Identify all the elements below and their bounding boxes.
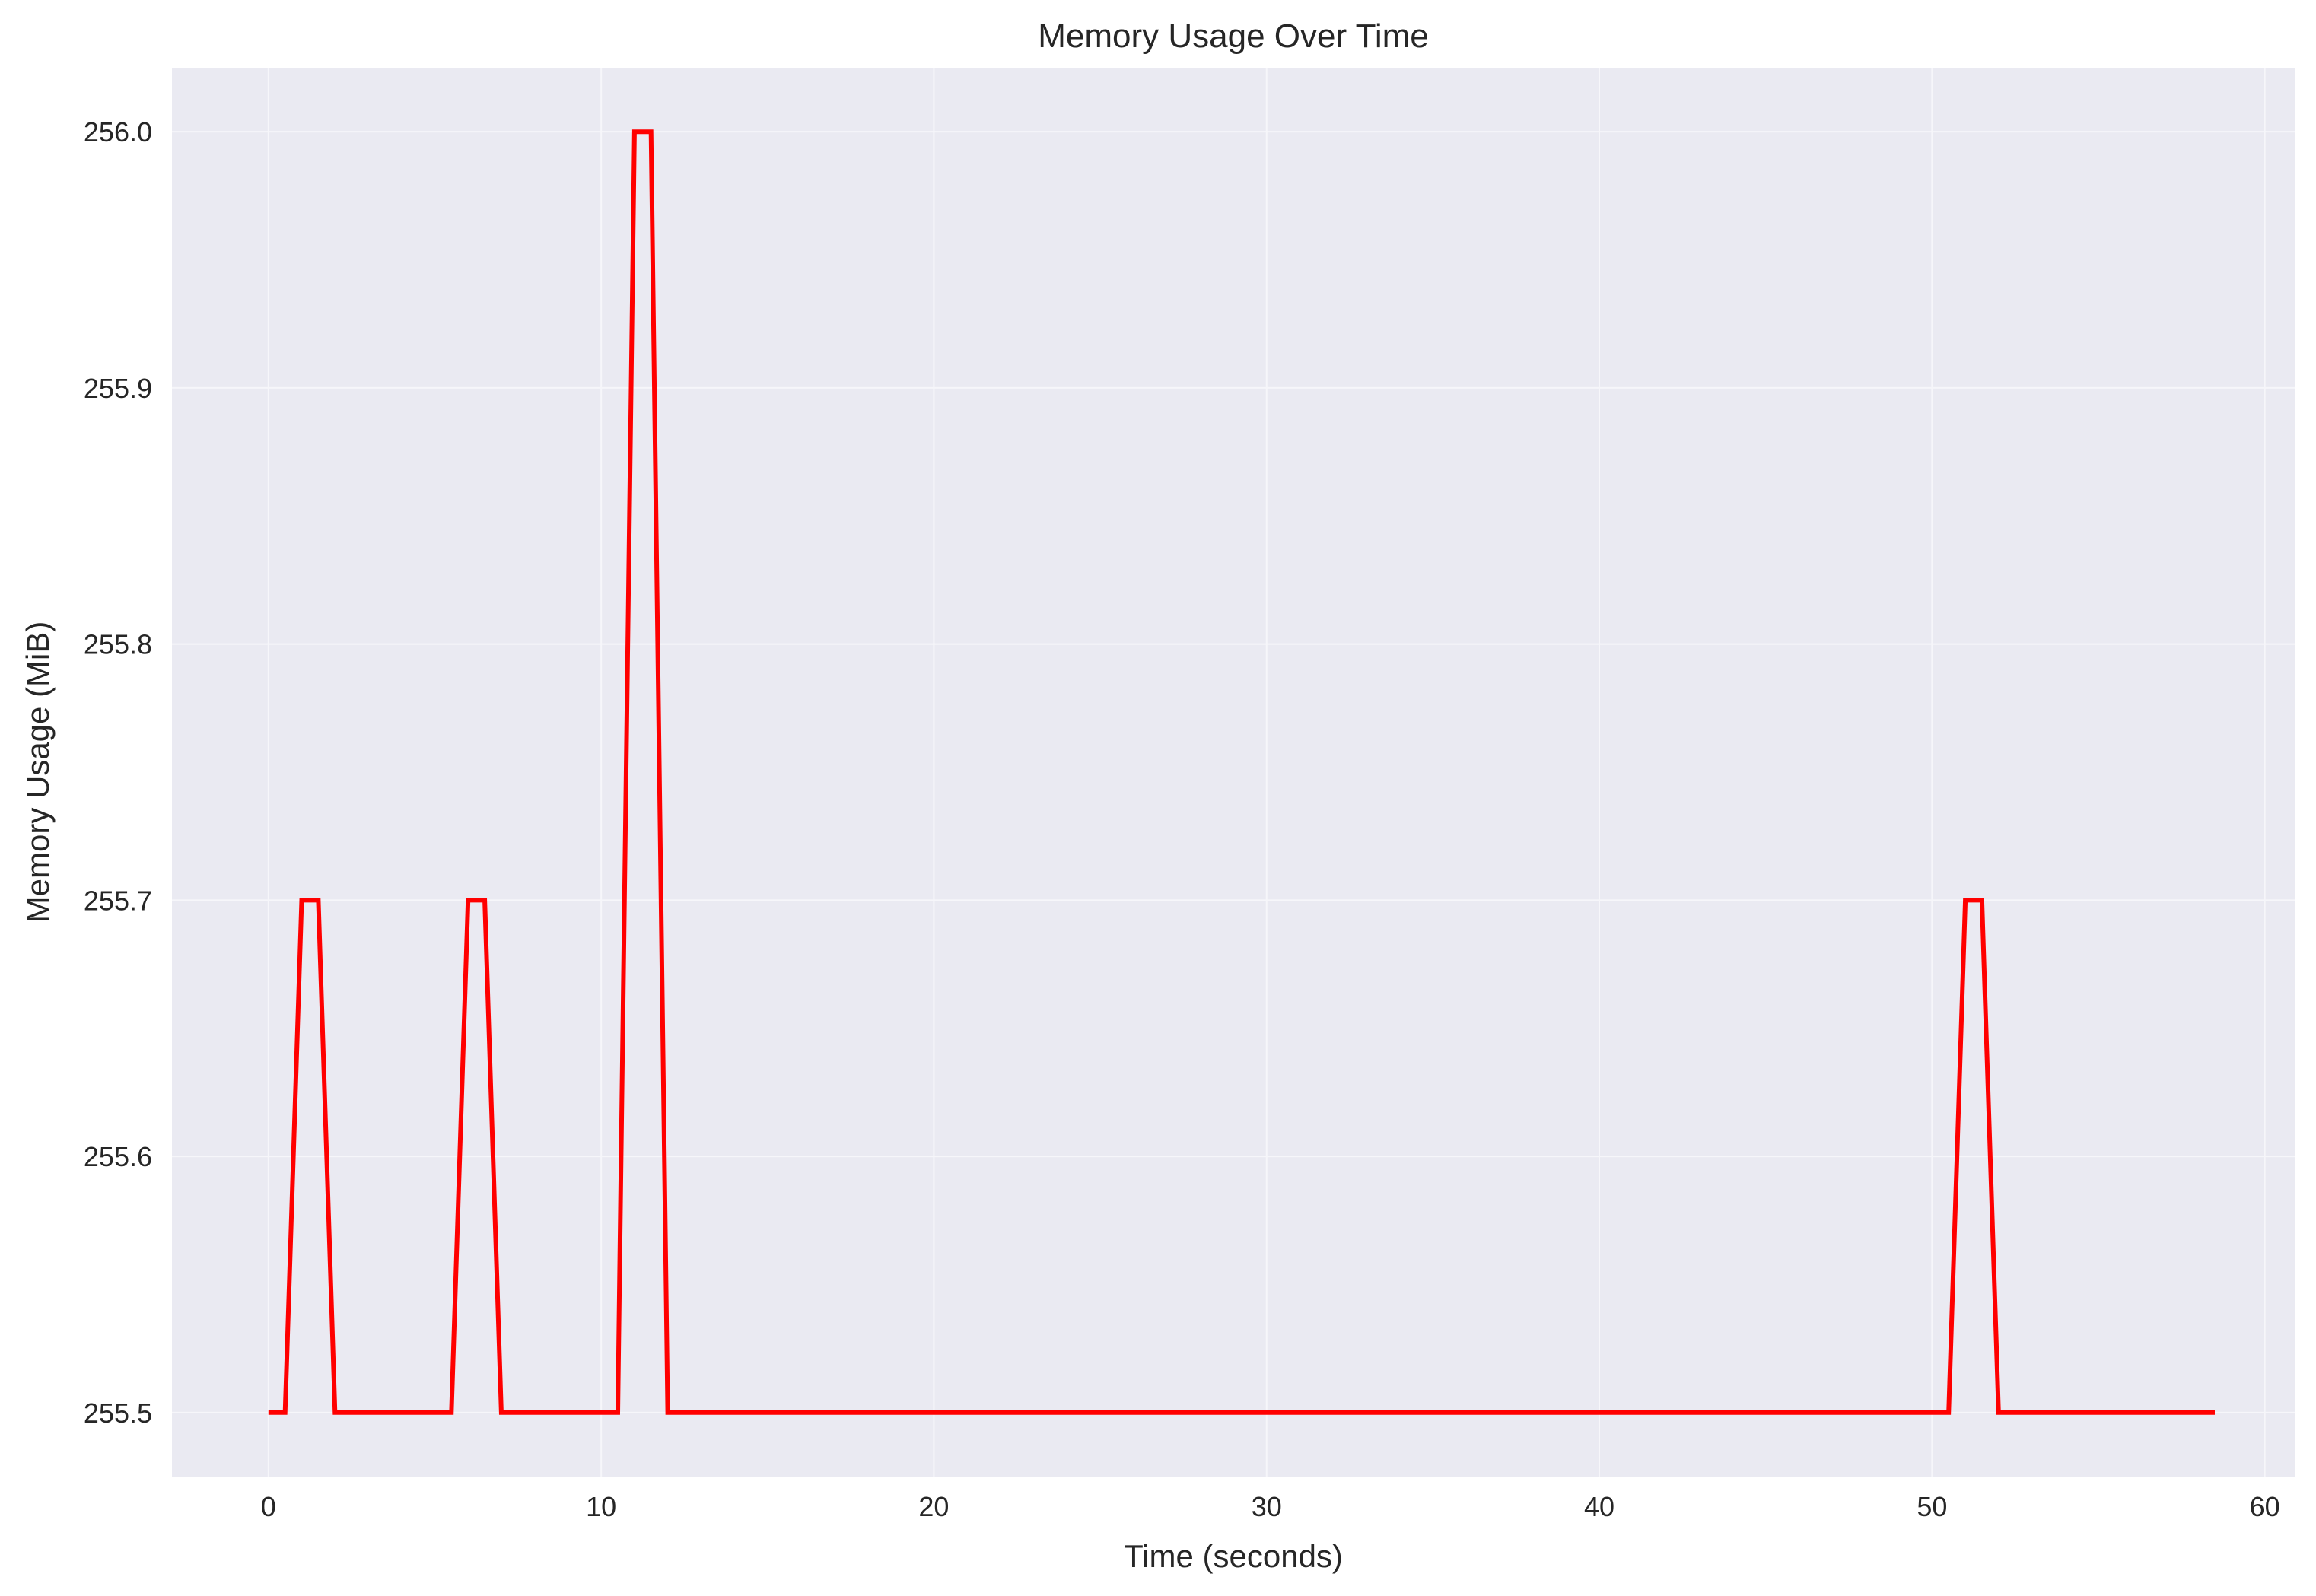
x-tick-label: 50 <box>1917 1491 1947 1522</box>
series-group <box>268 129 2215 1415</box>
y-tick-label: 255.7 <box>84 885 152 916</box>
y-axis-label: Memory Usage (MiB) <box>20 622 56 924</box>
x-tick-label: 40 <box>1584 1491 1615 1522</box>
memory-usage-line <box>268 129 2215 1415</box>
y-tick-label: 255.9 <box>84 373 152 404</box>
y-tick-label: 255.8 <box>84 629 152 660</box>
grid <box>172 68 2295 1477</box>
x-tick-label: 0 <box>261 1491 276 1522</box>
y-tick-label: 255.6 <box>84 1141 152 1172</box>
x-tick-label: 10 <box>586 1491 616 1522</box>
y-tick-labels: 255.5 255.6 255.7 255.8 255.9 256.0 <box>84 116 152 1429</box>
plot-area <box>172 68 2295 1477</box>
y-tick-label: 256.0 <box>84 116 152 148</box>
chart-title: Memory Usage Over Time <box>1038 17 1428 55</box>
x-tick-label: 30 <box>1252 1491 1282 1522</box>
x-tick-label: 60 <box>2250 1491 2280 1522</box>
x-tick-label: 20 <box>918 1491 949 1522</box>
y-tick-label: 255.5 <box>84 1397 152 1429</box>
x-tick-labels: 0 10 20 30 40 50 60 <box>261 1491 2280 1522</box>
x-axis-label: Time (seconds) <box>1124 1538 1343 1574</box>
